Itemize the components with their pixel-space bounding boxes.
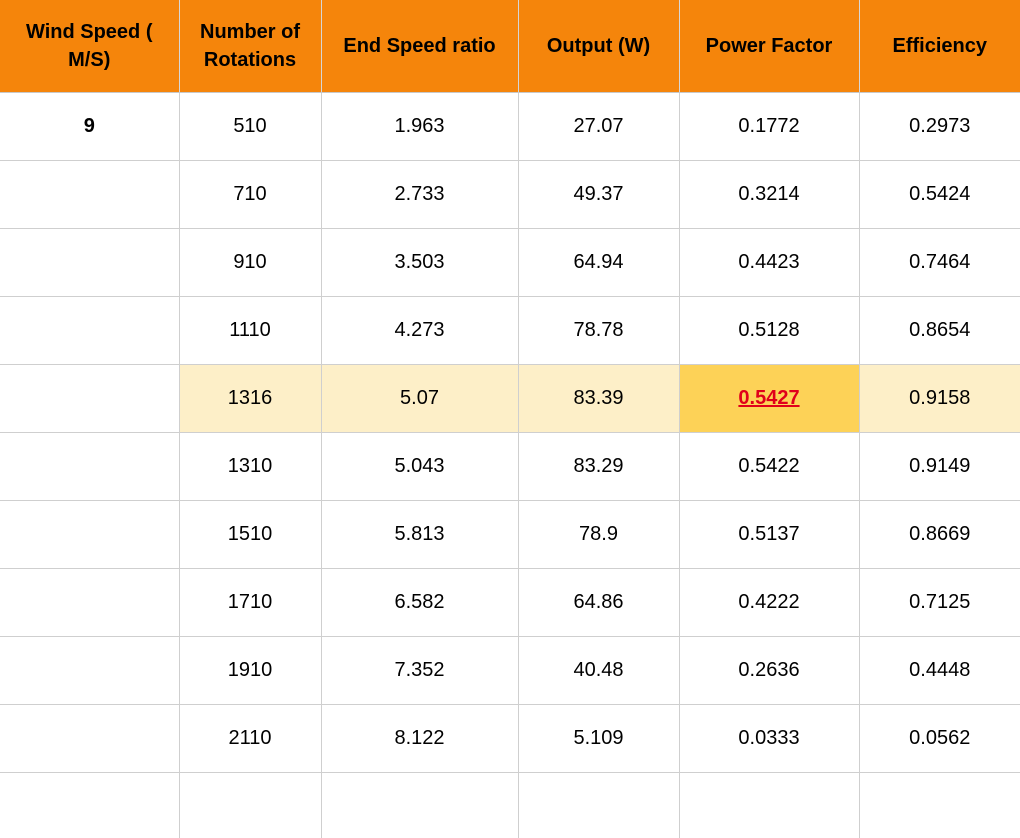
rotations-cell[interactable]: 1510 bbox=[178, 500, 321, 569]
output-cell[interactable]: 78.9 bbox=[517, 500, 679, 569]
end-speed-ratio-cell[interactable]: 4.273 bbox=[320, 296, 518, 365]
efficiency-cell[interactable] bbox=[858, 772, 1020, 838]
output-cell[interactable]: 40.48 bbox=[517, 636, 679, 705]
table-row: 1310 5.043 83.29 0.5422 0.9149 bbox=[0, 432, 1020, 501]
table-row: 910 3.503 64.94 0.4423 0.7464 bbox=[0, 228, 1020, 297]
header-output[interactable]: Output (W) bbox=[517, 0, 679, 93]
wind-speed-cell[interactable] bbox=[0, 364, 179, 433]
table-body: 9 510 1.963 27.07 0.1772 0.2973 710 2.733 49.37 0… bbox=[0, 92, 1020, 838]
table-row: 1510 5.813 78.9 0.5137 0.8669 bbox=[0, 500, 1020, 569]
header-row: Wind Speed ( M/S) Number of Rotations En… bbox=[0, 0, 1020, 93]
table-row: 710 2.733 49.37 0.3214 0.5424 bbox=[0, 160, 1020, 229]
efficiency-cell[interactable]: 0.5424 bbox=[858, 160, 1020, 229]
header-number-of-rotations[interactable]: Number of Rotations bbox=[178, 0, 321, 93]
end-speed-ratio-cell[interactable]: 1.963 bbox=[320, 92, 518, 161]
end-speed-ratio-cell[interactable]: 6.582 bbox=[320, 568, 518, 637]
table-row: 1710 6.582 64.86 0.4222 0.7125 bbox=[0, 568, 1020, 637]
power-factor-cell[interactable]: 0.4423 bbox=[678, 228, 859, 297]
table-row bbox=[0, 772, 1020, 838]
efficiency-cell[interactable]: 0.8654 bbox=[858, 296, 1020, 365]
header-power-factor[interactable]: Power Factor bbox=[678, 0, 859, 93]
wind-speed-cell[interactable] bbox=[0, 772, 179, 838]
power-factor-cell[interactable]: 0.0333 bbox=[678, 704, 859, 773]
wind-speed-cell[interactable] bbox=[0, 704, 179, 773]
efficiency-cell[interactable]: 0.8669 bbox=[858, 500, 1020, 569]
power-factor-cell[interactable]: 0.5422 bbox=[678, 432, 859, 501]
output-cell[interactable]: 78.78 bbox=[517, 296, 679, 365]
efficiency-cell[interactable]: 0.7125 bbox=[858, 568, 1020, 637]
efficiency-cell[interactable]: 0.0562 bbox=[858, 704, 1020, 773]
power-factor-cell[interactable] bbox=[678, 772, 859, 838]
end-speed-ratio-cell[interactable]: 2.733 bbox=[320, 160, 518, 229]
header-end-speed-ratio[interactable]: End Speed ratio bbox=[320, 0, 518, 93]
peak-power-factor-cell[interactable]: 0.5427 bbox=[678, 364, 859, 433]
rotations-cell[interactable]: 1910 bbox=[178, 636, 321, 705]
efficiency-cell[interactable]: 0.4448 bbox=[858, 636, 1020, 705]
table-row: 1910 7.352 40.48 0.2636 0.4448 bbox=[0, 636, 1020, 705]
rotations-cell[interactable]: 1316 bbox=[178, 364, 321, 433]
power-factor-cell[interactable]: 0.2636 bbox=[678, 636, 859, 705]
table-row: 2110 8.122 5.109 0.0333 0.0562 bbox=[0, 704, 1020, 773]
end-speed-ratio-cell[interactable]: 7.352 bbox=[320, 636, 518, 705]
output-cell[interactable] bbox=[517, 772, 679, 838]
output-cell[interactable]: 49.37 bbox=[517, 160, 679, 229]
header-efficiency[interactable]: Efficiency bbox=[858, 0, 1020, 93]
wind-speed-cell[interactable]: 9 bbox=[0, 92, 179, 161]
output-cell[interactable]: 27.07 bbox=[517, 92, 679, 161]
rotations-cell[interactable]: 1310 bbox=[178, 432, 321, 501]
output-cell[interactable]: 64.86 bbox=[517, 568, 679, 637]
efficiency-cell[interactable]: 0.9158 bbox=[858, 364, 1020, 433]
wind-speed-cell[interactable] bbox=[0, 636, 179, 705]
output-cell[interactable]: 83.39 bbox=[517, 364, 679, 433]
rotations-cell[interactable]: 1110 bbox=[178, 296, 321, 365]
wind-speed-cell[interactable] bbox=[0, 160, 179, 229]
power-factor-cell[interactable]: 0.5128 bbox=[678, 296, 859, 365]
wind-speed-cell[interactable] bbox=[0, 432, 179, 501]
efficiency-cell[interactable]: 0.7464 bbox=[858, 228, 1020, 297]
header-wind-speed[interactable]: Wind Speed ( M/S) bbox=[0, 0, 179, 93]
end-speed-ratio-cell[interactable]: 5.07 bbox=[320, 364, 518, 433]
output-cell[interactable]: 83.29 bbox=[517, 432, 679, 501]
rotations-cell[interactable] bbox=[178, 772, 321, 838]
efficiency-cell[interactable]: 0.2973 bbox=[858, 92, 1020, 161]
end-speed-ratio-cell[interactable]: 3.503 bbox=[320, 228, 518, 297]
power-factor-cell[interactable]: 0.4222 bbox=[678, 568, 859, 637]
output-cell[interactable]: 5.109 bbox=[517, 704, 679, 773]
rotations-cell[interactable]: 510 bbox=[178, 92, 321, 161]
efficiency-cell[interactable]: 0.9149 bbox=[858, 432, 1020, 501]
power-factor-cell[interactable]: 0.1772 bbox=[678, 92, 859, 161]
end-speed-ratio-cell[interactable] bbox=[320, 772, 518, 838]
end-speed-ratio-cell[interactable]: 8.122 bbox=[320, 704, 518, 773]
rotations-cell[interactable]: 710 bbox=[178, 160, 321, 229]
power-factor-cell[interactable]: 0.3214 bbox=[678, 160, 859, 229]
power-factor-cell[interactable]: 0.5137 bbox=[678, 500, 859, 569]
end-speed-ratio-cell[interactable]: 5.043 bbox=[320, 432, 518, 501]
wind-speed-cell[interactable] bbox=[0, 296, 179, 365]
wind-speed-cell[interactable] bbox=[0, 228, 179, 297]
end-speed-ratio-cell[interactable]: 5.813 bbox=[320, 500, 518, 569]
table-row: 1110 4.273 78.78 0.5128 0.8654 bbox=[0, 296, 1020, 365]
wind-speed-cell[interactable] bbox=[0, 500, 179, 569]
rotations-cell[interactable]: 2110 bbox=[178, 704, 321, 773]
table-row: 1316 5.07 83.39 0.5427 0.9158 bbox=[0, 364, 1020, 433]
rotations-cell[interactable]: 910 bbox=[178, 228, 321, 297]
table-row: 9 510 1.963 27.07 0.1772 0.2973 bbox=[0, 92, 1020, 161]
rotations-cell[interactable]: 1710 bbox=[178, 568, 321, 637]
output-cell[interactable]: 64.94 bbox=[517, 228, 679, 297]
table-header: Wind Speed ( M/S) Number of Rotations En… bbox=[0, 0, 1020, 93]
wind-speed-cell[interactable] bbox=[0, 568, 179, 637]
